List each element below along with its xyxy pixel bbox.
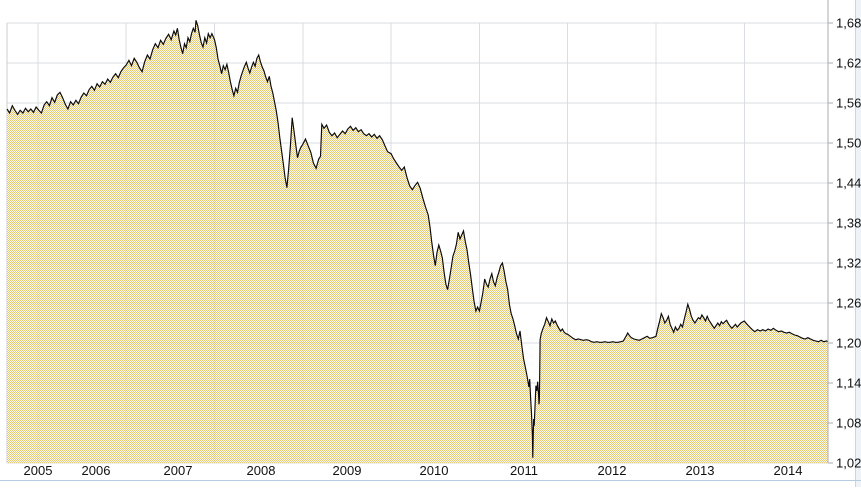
x-tick-label: 2008 xyxy=(247,463,276,478)
x-tick-label: 2005 xyxy=(24,463,53,478)
y-tick-label: 1,08 xyxy=(836,416,861,431)
y-axis-ticks xyxy=(828,22,833,464)
y-tick-label: 1,14 xyxy=(836,376,861,391)
y-axis-labels: 1,68 1,62 1,56 1,50 1,44 1,38 1,32 1,26 1,20 1,14… xyxy=(836,16,861,471)
x-tick-label: 2011 xyxy=(510,463,538,478)
x-axis-labels: 2005 2006 2007 2008 2009 2010 2011 2012 2013 2014 xyxy=(24,463,803,478)
x-tick-label: 2006 xyxy=(82,463,111,478)
y-tick-label: 1,02 xyxy=(836,456,861,471)
x-tick-label: 2010 xyxy=(420,463,449,478)
y-tick-label: 1,50 xyxy=(836,136,861,151)
y-tick-label: 1,68 xyxy=(836,16,861,31)
y-tick-label: 1,32 xyxy=(836,256,861,271)
y-tick-label: 1,20 xyxy=(836,336,861,351)
x-tick-label: 2009 xyxy=(333,463,362,478)
x-tick-label: 2013 xyxy=(686,463,715,478)
x-tick-label: 2012 xyxy=(598,463,627,478)
y-tick-label: 1,62 xyxy=(836,56,861,71)
window-right-margin xyxy=(856,0,861,487)
area-fill xyxy=(7,20,828,464)
price-line xyxy=(6,20,829,458)
y-tick-label: 1,44 xyxy=(836,176,861,191)
y-tick-label: 1,56 xyxy=(836,96,861,111)
x-tick-label: 2014 xyxy=(774,463,803,478)
y-tick-label: 1,26 xyxy=(836,296,861,311)
y-tick-label: 1,38 xyxy=(836,216,861,231)
x-tick-label: 2007 xyxy=(164,463,193,478)
